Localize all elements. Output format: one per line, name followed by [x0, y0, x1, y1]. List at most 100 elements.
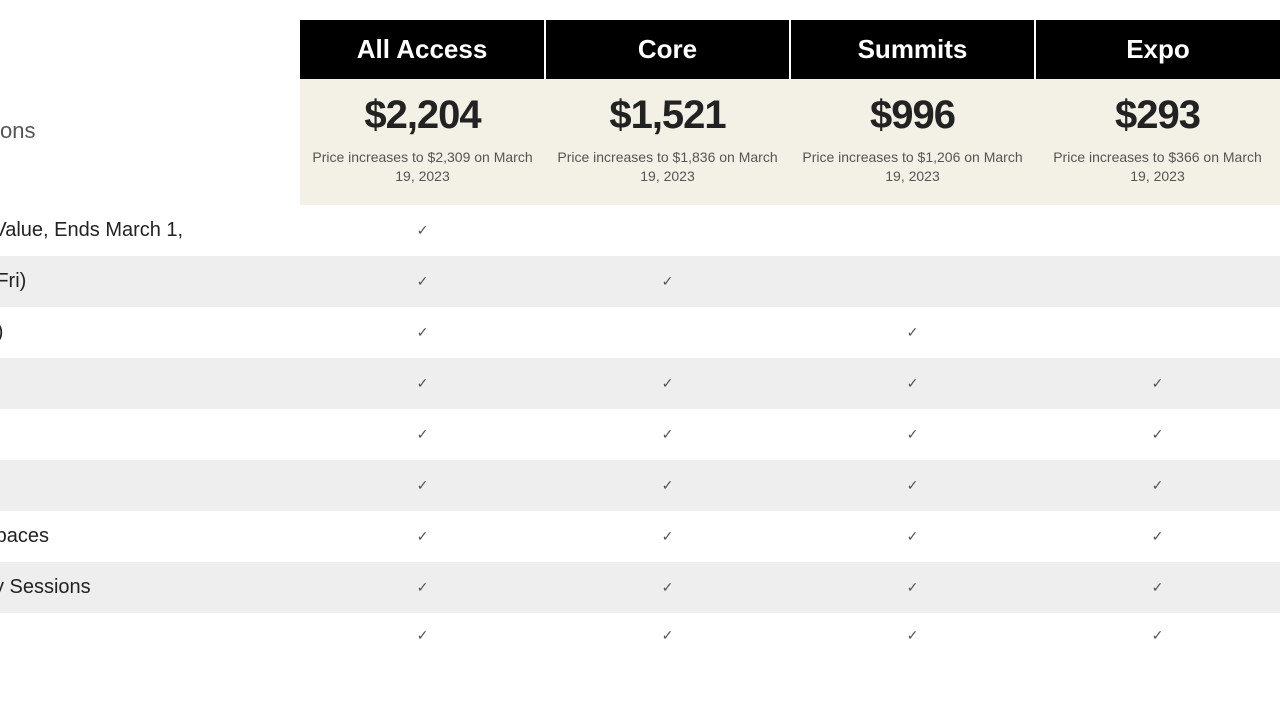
check-icon: ✓ — [662, 627, 674, 643]
check-cell — [1035, 307, 1280, 358]
price-note-summits: Price increases to $1,206 on March 19, 2… — [800, 148, 1025, 186]
check-cell: ✓ — [790, 511, 1035, 562]
check-icon: ✓ — [417, 627, 429, 643]
tier-header-summits: Summits — [790, 20, 1035, 79]
check-cell: ✓ — [790, 613, 1035, 658]
check-cell: ✓ — [545, 613, 790, 658]
feature-label: t + Advocacy Sessions — [0, 562, 300, 613]
check-cell: ✓ — [790, 307, 1035, 358]
check-cell: ✓ — [1035, 409, 1280, 460]
check-icon: ✓ — [417, 477, 429, 493]
price-note-core: Price increases to $1,836 on March 19, 2… — [555, 148, 780, 186]
check-cell — [545, 205, 790, 256]
check-icon: ✓ — [662, 528, 674, 544]
feature-label: Mon & Tues) — [0, 307, 300, 358]
feature-rows: cess ($599 Value, Ends March 1,✓ions (We… — [0, 205, 1280, 658]
check-icon: ✓ — [662, 375, 674, 391]
check-icon: ✓ — [417, 324, 429, 340]
feature-row: Mon & Tues) ✓ ✓ — [0, 307, 1280, 358]
check-cell: ✓ — [545, 409, 790, 460]
check-cell: ✓ — [545, 562, 790, 613]
tier-header-core: Core — [545, 20, 790, 79]
check-cell: ✓ — [545, 256, 790, 307]
check-cell: ✓ — [1035, 460, 1280, 511]
check-icon: ✓ — [907, 426, 919, 442]
check-cell: ✓ — [790, 358, 1035, 409]
price-all-access: $2,204 — [310, 93, 535, 138]
feature-label: red Content — [0, 409, 300, 460]
check-cell — [790, 205, 1035, 256]
feature-row: cess ($599 Value, Ends March 1, ✓ — [0, 205, 1280, 256]
pricing-grid: All Access Core Summits Expo $2,204 Pric… — [0, 20, 1280, 658]
feature-row: ings ✓ ✓ ✓ ✓ — [0, 358, 1280, 409]
check-cell: ✓ — [300, 511, 545, 562]
price-core: $1,521 — [555, 93, 780, 138]
check-icon: ✓ — [907, 579, 919, 595]
check-icon: ✓ — [662, 426, 674, 442]
check-cell: ✓ — [300, 409, 545, 460]
check-icon: ✓ — [662, 273, 674, 289]
check-icon: ✓ — [1152, 375, 1164, 391]
check-cell: ✓ — [300, 562, 545, 613]
check-cell — [790, 256, 1035, 307]
price-cell-expo: $293 Price increases to $366 on March 19… — [1035, 79, 1280, 205]
feature-row: red Content ✓ ✓ ✓ ✓ — [0, 409, 1280, 460]
check-cell: ✓ — [545, 511, 790, 562]
check-cell: ✓ — [1035, 613, 1280, 658]
check-cell: ✓ — [545, 460, 790, 511]
price-note-expo: Price increases to $366 on March 19, 202… — [1045, 148, 1270, 186]
check-cell: ✓ — [790, 409, 1035, 460]
check-cell: ✓ — [300, 205, 545, 256]
check-cell — [545, 307, 790, 358]
check-icon: ✓ — [1152, 627, 1164, 643]
check-cell — [1035, 205, 1280, 256]
price-expo: $293 — [1045, 93, 1270, 138]
check-icon: ✓ — [1152, 426, 1164, 442]
check-cell: ✓ — [1035, 562, 1280, 613]
check-icon: ✓ — [417, 222, 429, 238]
feature-label: ommunity Spaces — [0, 511, 300, 562]
check-icon: ✓ — [907, 375, 919, 391]
header-spacer — [0, 20, 300, 205]
check-cell: ✓ — [300, 460, 545, 511]
check-icon: ✓ — [1152, 579, 1164, 595]
feature-label: Awards — [0, 460, 300, 511]
feature-label: ions (Weds-Fri) — [0, 256, 300, 307]
feature-row: ions (Weds-Fri) ✓ ✓ — [0, 256, 1280, 307]
tier-header-row: All Access Core Summits Expo — [0, 20, 1280, 79]
feature-label — [0, 613, 300, 658]
check-cell: ✓ — [545, 358, 790, 409]
check-icon: ✓ — [417, 528, 429, 544]
check-icon: ✓ — [417, 375, 429, 391]
feature-row: ommunity Spaces ✓ ✓ ✓ ✓ — [0, 511, 1280, 562]
check-icon: ✓ — [417, 579, 429, 595]
check-icon: ✓ — [907, 324, 919, 340]
price-summits: $996 — [800, 93, 1025, 138]
check-icon: ✓ — [907, 627, 919, 643]
check-cell: ✓ — [790, 460, 1035, 511]
feature-row: t + Advocacy Sessions ✓ ✓ ✓ ✓ — [0, 562, 1280, 613]
price-cell-core: $1,521 Price increases to $1,836 on Marc… — [545, 79, 790, 205]
price-cell-summits: $996 Price increases to $1,206 on March … — [790, 79, 1035, 205]
check-icon: ✓ — [417, 273, 429, 289]
price-cell-all-access: $2,204 Price increases to $2,309 on Marc… — [300, 79, 545, 205]
feature-label: ings — [0, 358, 300, 409]
check-icon: ✓ — [1152, 477, 1164, 493]
check-cell: ✓ — [790, 562, 1035, 613]
check-cell: ✓ — [300, 307, 545, 358]
tier-header-all-access: All Access — [300, 20, 545, 79]
price-note-all-access: Price increases to $2,309 on March 19, 2… — [310, 148, 535, 186]
check-cell: ✓ — [300, 358, 545, 409]
check-cell: ✓ — [300, 613, 545, 658]
check-icon: ✓ — [417, 426, 429, 442]
check-icon: ✓ — [907, 528, 919, 544]
feature-row: ✓ ✓ ✓ ✓ — [0, 613, 1280, 658]
check-icon: ✓ — [907, 477, 919, 493]
check-cell — [1035, 256, 1280, 307]
check-cell: ✓ — [300, 256, 545, 307]
feature-label: cess ($599 Value, Ends March 1, — [0, 205, 300, 256]
check-icon: ✓ — [1152, 528, 1164, 544]
check-icon: ✓ — [662, 477, 674, 493]
check-cell: ✓ — [1035, 511, 1280, 562]
pricing-table: All Access Core Summits Expo $2,204 Pric… — [0, 20, 1280, 658]
